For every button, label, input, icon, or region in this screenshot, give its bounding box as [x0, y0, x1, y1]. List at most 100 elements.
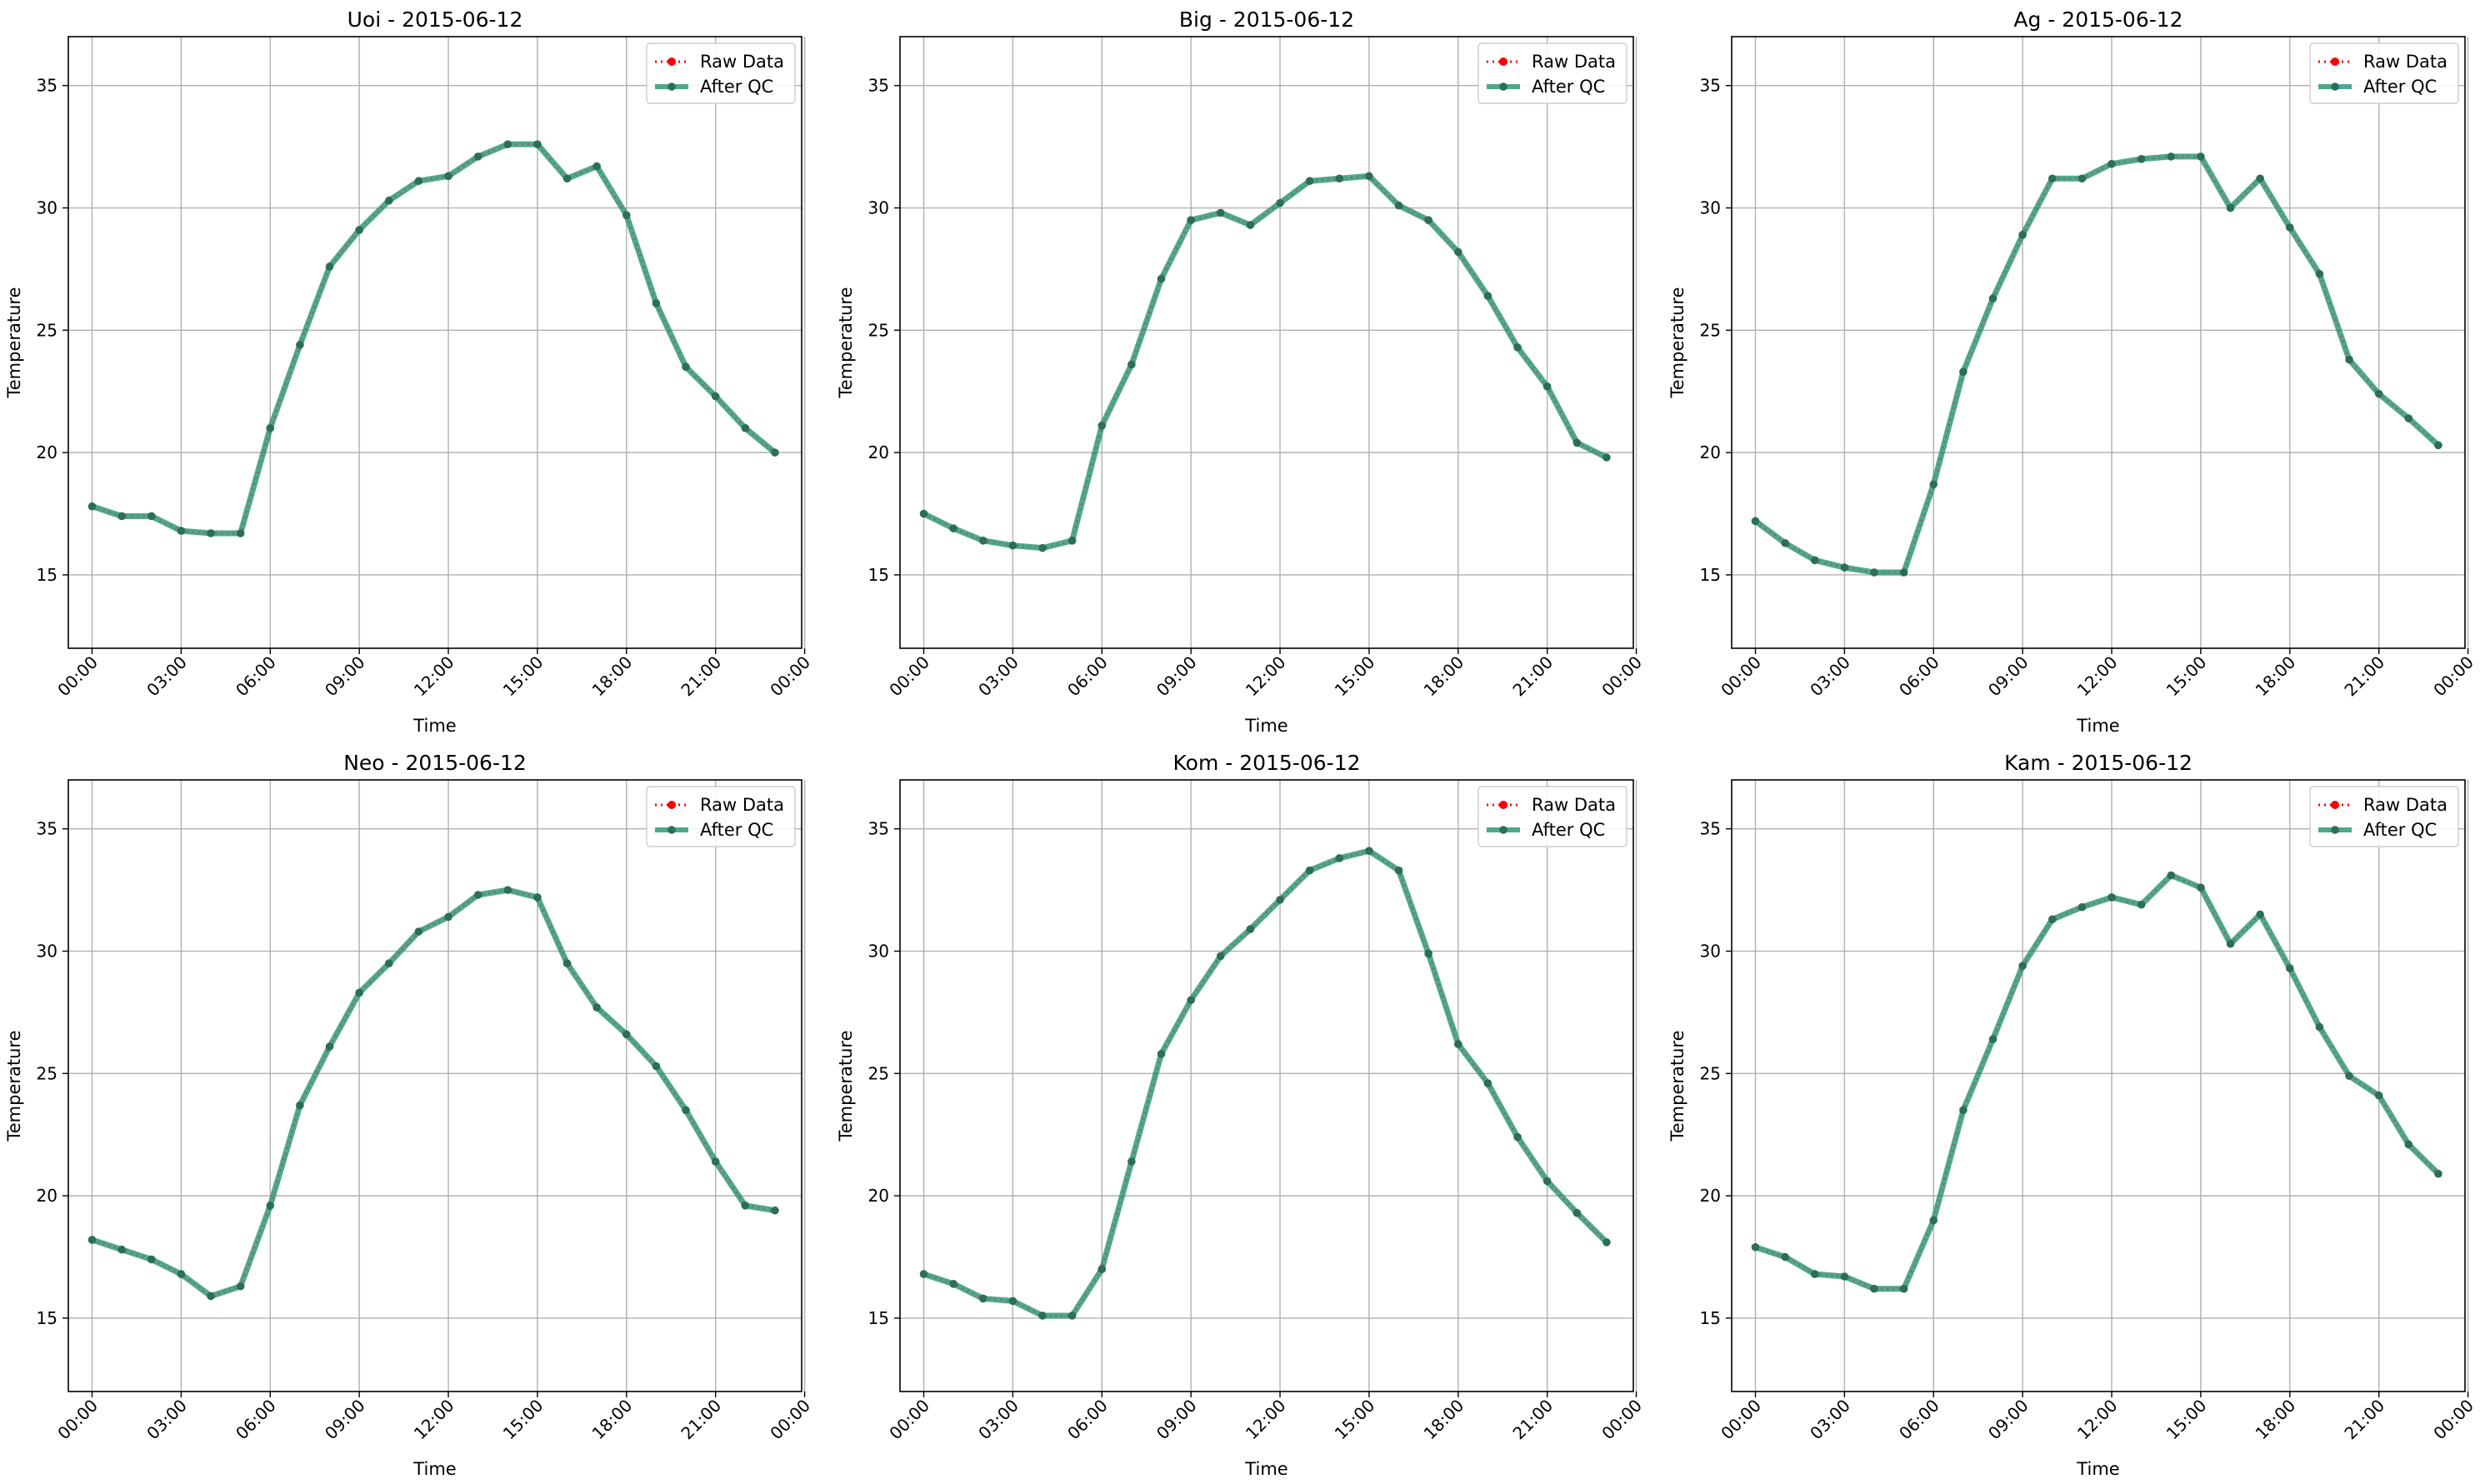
data-point	[622, 211, 631, 220]
legend-marker-raw	[2331, 57, 2339, 66]
data-point	[533, 140, 542, 148]
data-point	[2108, 893, 2116, 902]
axes-frame	[1731, 779, 2466, 1392]
series-line-raw-data	[1755, 874, 2439, 1290]
y-tick-label: 30	[37, 942, 58, 962]
data-point	[711, 1157, 720, 1166]
data-point	[2256, 174, 2264, 183]
x-tick-label: 21:00	[677, 652, 725, 701]
data-point	[2374, 389, 2383, 398]
data-point	[1781, 1252, 1789, 1262]
data-point	[2078, 174, 2087, 183]
data-point	[325, 262, 334, 271]
y-tick-label: 20	[868, 1186, 889, 1206]
data-point	[2197, 152, 2205, 161]
legend-label-qc: After QC	[700, 820, 773, 840]
data-point	[118, 1245, 126, 1254]
data-point	[1157, 1050, 1166, 1058]
x-tick-label: 15:00	[1331, 652, 1379, 701]
data-point	[2285, 964, 2294, 972]
data-point	[296, 1101, 304, 1110]
data-point	[771, 448, 779, 457]
data-point	[2315, 269, 2324, 278]
subplot-title: Kom - 2015-06-12	[1173, 751, 1361, 775]
data-point	[2434, 441, 2442, 450]
x-tick-label: 18:00	[2252, 652, 2300, 701]
x-axis-label: Time	[1244, 716, 1288, 736]
data-point	[1513, 343, 1522, 352]
data-point	[1394, 866, 1403, 875]
data-point	[1365, 172, 1373, 181]
y-tick-label: 35	[868, 76, 889, 96]
data-point	[1483, 1079, 1492, 1087]
legend-marker-raw	[1499, 57, 1508, 66]
subplot-5: 15 20 25 30 35 00:00 03:00 06:00 09:00 12:00 15:00…	[1668, 751, 2478, 1479]
x-tick-label: 03:00	[1806, 1396, 1854, 1444]
data-point	[414, 177, 423, 186]
data-point	[682, 1106, 690, 1115]
x-tick-label: 00:00	[1717, 1396, 1765, 1444]
x-tick-label: 00:00	[53, 1396, 102, 1444]
data-point	[355, 988, 363, 997]
x-tick-label: 06:00	[1063, 1396, 1112, 1444]
data-point	[207, 1292, 215, 1301]
data-point	[1810, 556, 1819, 565]
data-point	[1187, 996, 1195, 1005]
data-point	[1542, 1177, 1552, 1186]
legend: Raw Data After QC	[646, 786, 796, 847]
x-tick-label: 18:00	[588, 1396, 637, 1444]
y-tick-label: 20	[868, 442, 889, 462]
data-point	[771, 1206, 779, 1215]
x-tick-label: 00:00	[1598, 652, 1646, 701]
data-point	[592, 162, 601, 171]
x-tick-label: 15:00	[499, 1396, 548, 1444]
data-point	[741, 1202, 750, 1210]
data-point	[325, 1042, 334, 1051]
data-point	[1929, 1216, 1938, 1225]
series-line-raw-data	[92, 888, 776, 1297]
data-point	[1929, 480, 1938, 489]
legend-label-raw: Raw Data	[1532, 795, 1616, 815]
legend: Raw Data After QC	[2309, 786, 2459, 847]
data-point	[207, 529, 215, 537]
subplot-4: 15 20 25 30 35 00:00 03:00 06:00 09:00 12:00 15:00…	[836, 751, 1646, 1479]
axes-frame	[899, 36, 1634, 649]
data-point	[2167, 152, 2176, 161]
x-axis-label: Time	[2076, 716, 2119, 736]
data-point	[1572, 1208, 1582, 1217]
data-point	[592, 1003, 601, 1012]
series-line-after-qc	[91, 141, 778, 537]
x-axis-label: Time	[1244, 1459, 1288, 1479]
subplot-0: 15 20 25 30 35 00:00 03:00 06:00 09:00 12:00 15:00…	[4, 7, 814, 736]
x-tick-label: 00:00	[766, 652, 814, 701]
legend-label-qc: After QC	[1532, 77, 1605, 97]
data-point	[2285, 223, 2294, 232]
data-point	[266, 1202, 275, 1210]
x-tick-label: 21:00	[677, 1396, 725, 1444]
y-axis-label: Temperature	[836, 1030, 856, 1142]
x-tick-label: 06:00	[232, 1396, 280, 1444]
data-point	[147, 1255, 156, 1264]
data-point	[711, 392, 720, 401]
legend-marker-qc	[668, 82, 676, 91]
data-point	[266, 423, 275, 432]
data-point	[1305, 866, 1314, 875]
x-tick-label: 03:00	[1806, 652, 1854, 701]
data-point	[1988, 1035, 1998, 1044]
legend: Raw Data After QC	[2309, 42, 2459, 104]
data-point	[1840, 563, 1849, 572]
subplot-title: Kam - 2015-06-12	[2004, 751, 2192, 775]
data-point	[978, 537, 988, 545]
subplot-3: 15 20 25 30 35 00:00 03:00 06:00 09:00 12:00 15:00…	[4, 751, 814, 1479]
data-point	[2345, 1072, 2353, 1081]
x-tick-label: 00:00	[2429, 652, 2478, 701]
data-point	[2108, 159, 2116, 168]
x-axis-label: Time	[412, 716, 456, 736]
data-point	[562, 174, 572, 183]
data-point	[2018, 962, 2027, 970]
data-point	[1128, 360, 1136, 369]
legend: Raw Data After QC	[646, 42, 796, 104]
series-line-after-qc	[1754, 872, 2441, 1292]
data-point	[1602, 1238, 1611, 1247]
